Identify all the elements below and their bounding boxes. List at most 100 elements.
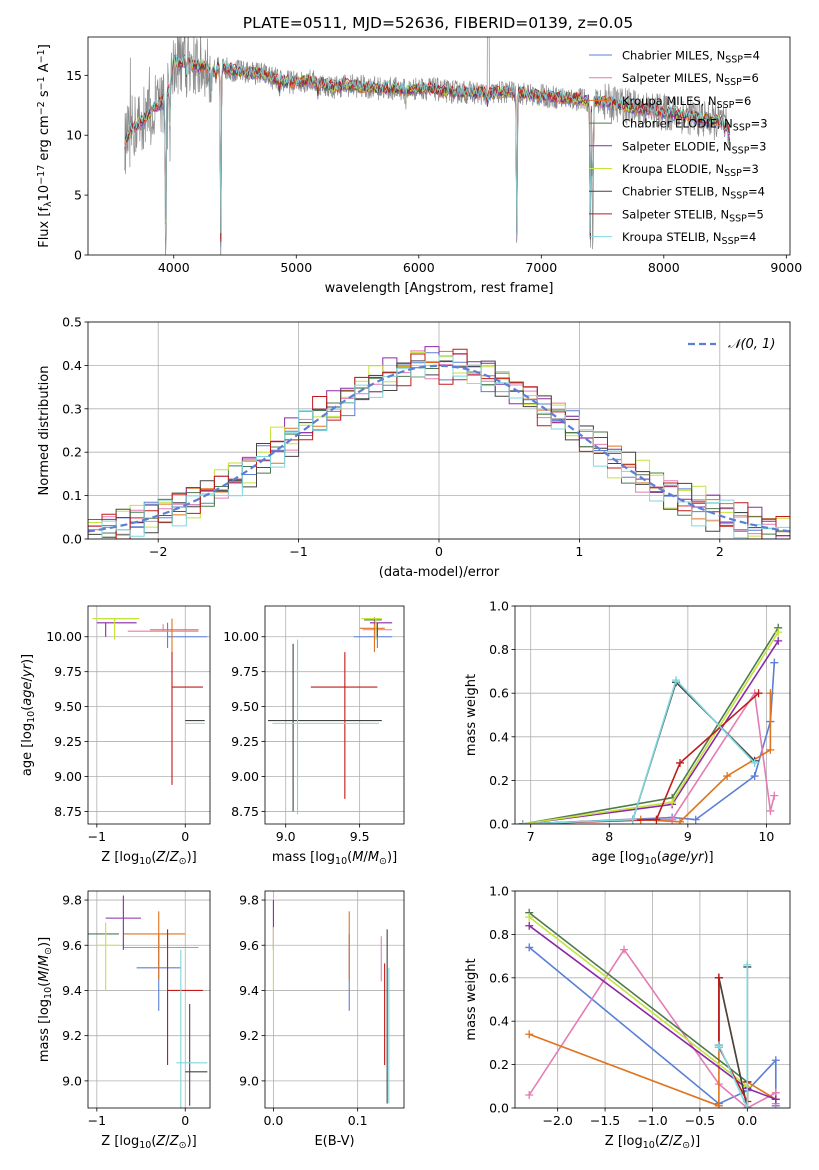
x-tick-label: 0	[435, 544, 443, 559]
y-tick-label: 0.1	[62, 488, 82, 503]
y-tick-label: 9.75	[54, 664, 82, 679]
label-part: =5	[747, 207, 764, 221]
data-point-marker	[743, 960, 752, 969]
series-line	[522, 678, 756, 824]
label-part: (	[151, 850, 156, 865]
label-part: =4	[743, 49, 760, 63]
label-part: )]	[187, 1134, 197, 1149]
data-point-marker	[774, 636, 783, 645]
label-part: Z	[155, 1134, 166, 1149]
x-tick-label: 2	[716, 544, 724, 559]
label-part: Salpeter MILES, N	[622, 71, 724, 85]
data-point-marker	[770, 791, 779, 800]
data-point-marker	[668, 815, 677, 824]
plot-area	[124, 37, 731, 255]
plot-area	[92, 618, 208, 785]
x-tick-label: 0.0	[263, 1113, 283, 1128]
label-part: 10	[139, 856, 151, 867]
y-tick-label: 9.4	[239, 983, 259, 998]
x-tick-label: −2.0	[542, 1113, 572, 1128]
label-part: ⊙	[682, 1140, 690, 1151]
x-tick-label: 6000	[403, 260, 435, 275]
label-part: ⊙	[43, 947, 54, 955]
gridlines	[88, 606, 210, 824]
data-point-marker	[766, 806, 775, 815]
data-point-marker	[668, 798, 677, 807]
axes-frame	[514, 605, 791, 825]
label-part: /	[363, 850, 368, 865]
errorbar-chabrier-miles	[167, 622, 208, 648]
errorbar-kroupa-elodie	[92, 618, 140, 640]
label-part: age	[20, 681, 35, 705]
normal-curve	[88, 364, 790, 533]
x-tick-label: 1	[575, 544, 583, 559]
label-part: (	[37, 982, 52, 987]
errorbar-chabrier-stelib	[267, 643, 382, 812]
errorbar-kroupa-miles	[149, 618, 199, 654]
legend-label: Kroupa MILES, NSSP=6	[622, 94, 751, 111]
legend-label: Kroupa STELIB, NSSP=4	[622, 230, 756, 247]
label-part: M	[37, 971, 52, 982]
label-part: −2	[36, 101, 47, 115]
x-tick-label: 9.5	[350, 829, 370, 844]
x-tick-label: 4000	[158, 260, 190, 275]
legend-label: Salpeter MILES, NSSP=6	[622, 71, 759, 88]
data-point-marker	[525, 913, 534, 922]
label-part: −1	[36, 76, 47, 90]
data-point-marker	[672, 676, 681, 685]
panel-spectrum: 4000 5000 6000 7000 8000 9000 0 5 10 15 wavelength…	[36, 36, 802, 296]
errorbar-kroupa-miles	[123, 911, 186, 980]
data-point-marker	[518, 820, 527, 824]
label-part: 10	[26, 711, 37, 723]
label-part: Z	[169, 850, 180, 865]
plot-area	[525, 908, 780, 1108]
y-axis-label: mass [log10(M/M⊙)]	[37, 937, 54, 1062]
label-part: SSP	[725, 54, 743, 65]
errorbar-kroupa-elodie	[361, 618, 382, 640]
y-axis-label: Flux [fλ10−17 erg cm−2 s−1 A−1]	[36, 44, 53, 248]
errorbar-chabrier-stelib	[185, 1004, 208, 1106]
y-tick-label: 9.6	[62, 938, 82, 953]
data-point-marker	[774, 628, 783, 637]
label-part: Z	[672, 1134, 683, 1149]
label-part: M	[368, 850, 379, 865]
data-point-marker	[723, 772, 732, 781]
label-part: yr	[689, 850, 705, 865]
label-part: age [log	[20, 723, 35, 776]
x-tick-label: 10	[758, 829, 774, 844]
y-tick-label: 0.2	[62, 445, 82, 460]
plot-area	[88, 895, 208, 1108]
x-tick-label: 7000	[525, 260, 557, 275]
y-tick-label: 9.6	[239, 938, 259, 953]
axes-frame	[264, 605, 405, 825]
label-part: 10	[645, 856, 657, 867]
label-part: Salpeter ELODIE, N	[622, 139, 732, 153]
x-axis-label: mass [log10(M/M⊙)]	[272, 850, 397, 867]
label-part: (	[20, 706, 35, 711]
label-part: /	[20, 676, 35, 681]
label-part: )]	[387, 850, 397, 865]
data-point-marker	[766, 689, 775, 698]
y-tick-label: 9.00	[54, 769, 82, 784]
data-point-marker	[743, 1104, 752, 1108]
label-part: Z [log	[101, 850, 139, 865]
y-tick-label: 9.50	[231, 699, 259, 714]
label-part: M	[37, 955, 52, 966]
y-tick-label: 9.25	[54, 734, 82, 749]
y-tick-label: 0.8	[489, 927, 509, 942]
data-point-marker	[525, 921, 534, 930]
x-tick-label: −1	[289, 544, 307, 559]
label-part: age	[662, 850, 686, 865]
label-part: ]	[37, 44, 52, 49]
panels-layer: 4000 5000 6000 7000 8000 9000051015wavelength…	[20, 36, 802, 1151]
label-part: SSP	[730, 190, 748, 201]
y-tick-label: 0.8	[489, 642, 509, 657]
label-part: 10	[43, 987, 54, 999]
label-part: )]	[703, 850, 713, 865]
data-point-marker	[770, 658, 779, 667]
data-point-marker	[766, 745, 775, 754]
y-tick-label: 0.5	[62, 315, 82, 330]
x-axis-label: (data-model)/error	[379, 565, 500, 580]
